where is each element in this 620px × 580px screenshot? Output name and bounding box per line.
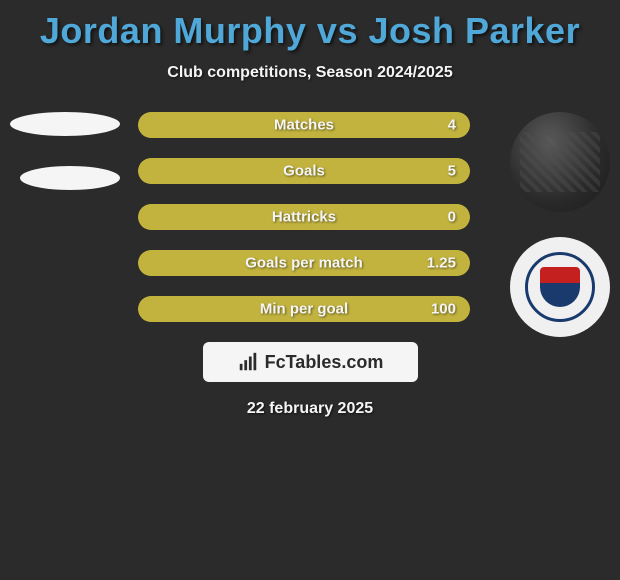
bar-label: Min per goal: [260, 301, 348, 318]
bar-label: Goals: [283, 163, 325, 180]
avatar-placeholder-1: [10, 112, 120, 136]
crest-shield: [540, 267, 580, 307]
brand-text: FcTables.com: [265, 352, 384, 373]
date-label: 22 february 2025: [0, 400, 620, 418]
stat-row-goals: Goals 5: [138, 158, 470, 184]
subtitle: Club competitions, Season 2024/2025: [0, 64, 620, 82]
right-club-logos: [510, 112, 610, 362]
content-area: Matches 4 Goals 5 Hattricks 0 Goals per …: [0, 112, 620, 322]
chart-icon: [237, 351, 259, 373]
stat-row-hattricks: Hattricks 0: [138, 204, 470, 230]
crest-ring: [525, 252, 595, 322]
left-avatar-placeholders: [10, 112, 120, 220]
bar-value: 4: [448, 117, 456, 134]
stats-bars: Matches 4 Goals 5 Hattricks 0 Goals per …: [138, 112, 470, 322]
bar-value: 100: [431, 301, 456, 318]
bar-value: 1.25: [427, 255, 456, 272]
bar-value: 5: [448, 163, 456, 180]
bar-label: Hattricks: [272, 209, 336, 226]
club-crest-icon: [510, 237, 610, 337]
club-jersey-icon: [510, 112, 610, 212]
bar-label: Matches: [274, 117, 334, 134]
avatar-placeholder-2: [20, 166, 120, 190]
page-title: Jordan Murphy vs Josh Parker: [0, 0, 620, 52]
bar-label: Goals per match: [245, 255, 363, 272]
brand-badge: FcTables.com: [203, 342, 418, 382]
stat-row-mpg: Min per goal 100: [138, 296, 470, 322]
bar-value: 0: [448, 209, 456, 226]
stat-row-gpm: Goals per match 1.25: [138, 250, 470, 276]
stat-row-matches: Matches 4: [138, 112, 470, 138]
